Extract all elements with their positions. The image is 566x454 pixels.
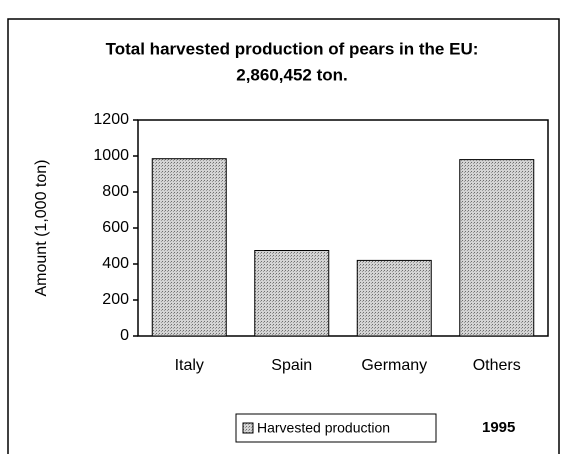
x-tick-label: Spain	[271, 357, 312, 374]
y-tick-label: 600	[102, 219, 129, 236]
chart-frame	[7, 18, 560, 454]
y-tick-label: 800	[102, 183, 129, 200]
legend-label: Harvested production	[257, 420, 390, 436]
chart-title: 2,860,452 ton.	[236, 65, 348, 84]
y-tick-label: 0	[120, 327, 129, 344]
y-axis-label: Amount (1,000 ton)	[33, 160, 50, 297]
bar	[459, 159, 535, 337]
x-tick-label: Germany	[361, 357, 427, 374]
annotation: 1995	[482, 419, 515, 436]
x-tick-label: Italy	[175, 357, 204, 374]
y-tick-label: 200	[102, 291, 129, 308]
bar	[254, 250, 330, 337]
chart-title: Total harvested production of pears in t…	[106, 39, 479, 58]
legend-swatch	[242, 422, 254, 434]
bar	[356, 259, 432, 337]
legend-box	[235, 413, 437, 443]
y-tick-label: 1200	[93, 111, 129, 128]
y-tick-label: 400	[102, 255, 129, 272]
y-tick-label: 1000	[93, 147, 129, 164]
x-tick-label: Others	[473, 357, 521, 374]
bar	[151, 158, 227, 337]
